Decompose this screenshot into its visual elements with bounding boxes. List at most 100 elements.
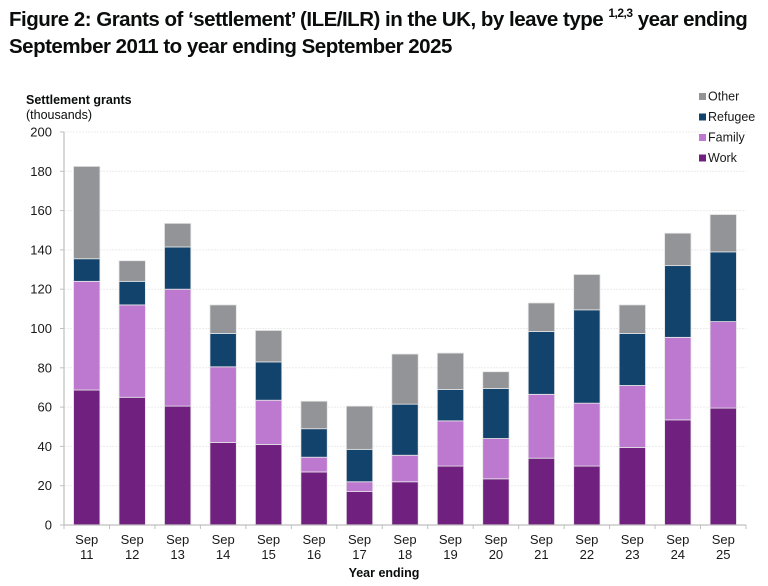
bar-segment-refugee	[618, 333, 646, 386]
bar-segment-refugee	[300, 428, 328, 458]
bar-segment-other	[482, 371, 510, 389]
bar-stack-sep-17	[345, 405, 374, 526]
bar-segment-refugee	[436, 389, 465, 422]
bar-segment-work	[618, 446, 646, 526]
bar-segment-refugee	[255, 361, 283, 401]
bar-segment-family	[482, 438, 510, 480]
bar-segment-other	[164, 222, 192, 248]
bar-segment-work	[436, 465, 465, 526]
bar-stack-sep-13	[164, 222, 192, 526]
legend-swatch	[699, 93, 706, 100]
bar-segment-other	[255, 330, 283, 363]
x-tick-label-year: 12	[125, 547, 139, 562]
bar-stack-sep-20	[482, 371, 510, 526]
legend-label: Refugee	[708, 110, 755, 124]
x-tick-label-year: 24	[671, 547, 685, 562]
x-tick-label-month: Sep	[348, 532, 371, 547]
title-tail: year ending September 2011 to year endin…	[9, 8, 748, 58]
bar-segment-other	[618, 304, 646, 334]
title-footnote-refs: 1,2,3	[608, 6, 633, 20]
bar-segment-other	[573, 274, 601, 311]
bar-segment-work	[482, 478, 510, 526]
x-tick-label-month: Sep	[75, 532, 98, 547]
x-tick-label-year: 16	[307, 547, 321, 562]
legend-label: Family	[708, 131, 746, 145]
bar-segment-work	[345, 491, 374, 526]
bar-segment-other	[709, 214, 737, 253]
bar-stack-sep-21	[527, 302, 555, 526]
bar-segment-work	[209, 442, 237, 526]
bar-segment-other	[527, 302, 555, 332]
bar-segment-work	[391, 481, 419, 526]
bar-segment-refugee	[573, 309, 601, 404]
bar-stack-sep-11	[73, 165, 101, 526]
bar-segment-refugee	[709, 251, 737, 323]
bar-stack-sep-24	[664, 232, 692, 526]
bar-segment-other	[664, 232, 692, 267]
x-tick-label-month: Sep	[575, 532, 598, 547]
bar-stack-sep-12	[118, 260, 146, 526]
bar-stack-sep-18	[391, 353, 419, 526]
bar-segment-other	[436, 352, 465, 390]
bar-segment-work	[709, 407, 737, 526]
bar-segment-family	[436, 420, 465, 467]
x-tick-label-month: Sep	[439, 532, 462, 547]
bar-segment-other	[345, 405, 374, 450]
x-tick-labels: Sep11Sep12Sep13Sep14Sep15Sep16Sep17Sep18…	[75, 532, 735, 562]
legend-swatch	[699, 113, 706, 121]
y-tick-label: 140	[30, 242, 52, 257]
y-tick-label: 100	[30, 321, 52, 336]
bar-segment-refugee	[391, 403, 419, 456]
legend: Other Refugee Family Work	[699, 90, 755, 165]
bar-segment-family	[300, 456, 328, 473]
y-axis-title: Settlement grants	[26, 93, 132, 107]
x-tick-label-month: Sep	[484, 532, 507, 547]
x-tick-label-month: Sep	[666, 532, 689, 547]
bar-segment-refugee	[73, 258, 101, 282]
x-tick-label-year: 21	[534, 547, 548, 562]
x-tick-label-month: Sep	[212, 532, 235, 547]
bar-segment-family	[573, 402, 601, 467]
y-tick-label: 160	[30, 203, 52, 218]
bar-segment-family	[527, 393, 555, 459]
figure-title: Figure 2: Grants of ‘settlement’ (ILE/IL…	[9, 6, 764, 60]
x-tick-label-year: 15	[261, 547, 275, 562]
bar-segment-work	[73, 389, 101, 526]
bar-segment-family	[391, 454, 419, 483]
bar-stack-sep-15	[255, 330, 283, 526]
y-tick-label: 80	[38, 360, 52, 375]
y-tick-label: 180	[30, 164, 52, 179]
y-tick-label: 60	[38, 400, 52, 415]
bar-segment-work	[300, 471, 328, 526]
x-tick-label-year: 25	[716, 547, 730, 562]
legend-item-refugee: Refugee	[699, 110, 755, 124]
bar-segment-work	[164, 405, 192, 526]
y-axis-subtitle: (thousands)	[26, 108, 92, 122]
y-tick-label: 40	[38, 439, 52, 454]
bar-stack-sep-14	[209, 304, 237, 526]
bar-segment-other	[209, 304, 237, 334]
x-tick-label-month: Sep	[121, 532, 144, 547]
legend-label: Work	[708, 151, 738, 165]
bar-segment-refugee	[118, 280, 146, 306]
y-tick-label: 200	[30, 125, 52, 140]
x-tick-label-month: Sep	[530, 532, 553, 547]
bar-segment-refugee	[482, 388, 510, 439]
legend-item-work: Work	[699, 151, 738, 165]
bar-segment-family	[345, 481, 374, 492]
bar-segment-family	[618, 385, 646, 448]
x-tick-label-year: 18	[398, 547, 412, 562]
legend-swatch	[699, 134, 706, 141]
bar-segment-refugee	[164, 246, 192, 290]
legend-label: Other	[708, 90, 739, 104]
x-tick-label-year: 19	[443, 547, 457, 562]
bar-segment-refugee	[664, 265, 692, 338]
legend-item-family: Family	[699, 131, 746, 145]
legend-swatch	[699, 154, 706, 162]
bar-stack-sep-22	[573, 274, 601, 526]
bar-stack-sep-25	[709, 214, 737, 526]
x-tick-label-month: Sep	[393, 532, 416, 547]
bar-segment-other	[118, 260, 146, 282]
bar-segment-family	[164, 288, 192, 407]
